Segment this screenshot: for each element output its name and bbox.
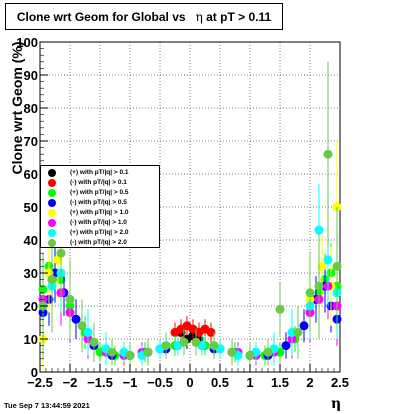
x-tick-label: 0 [186, 375, 193, 390]
data-point [275, 304, 285, 314]
legend-entry: (-) with pT/|q| > 0.1 [41, 178, 159, 188]
x-tick-label: 2.5 [331, 375, 349, 390]
data-point [107, 347, 117, 357]
data-point [191, 337, 201, 347]
legend-marker [48, 239, 56, 247]
data-point [65, 294, 75, 304]
legend-entry: (-) with pT/|q| > 2.0 [41, 238, 159, 248]
data-point [179, 337, 189, 347]
data-point [89, 337, 99, 347]
x-tick-label: −1 [123, 375, 138, 390]
legend-marker [48, 189, 56, 197]
data-point [323, 255, 333, 265]
legend-entry: (+) with pT/|q| > 0.1 [41, 168, 159, 178]
legend-label: (+) with pT/|q| > 2.0 [70, 229, 129, 236]
legend-marker [48, 219, 56, 227]
data-marks [38, 61, 342, 372]
y-tick-label: 50 [24, 200, 38, 215]
legend-entry: (+) with pT/|q| > 1.0 [41, 208, 159, 218]
data-point [305, 288, 315, 298]
legend-entry: (-) with pT/|q| > 0.5 [41, 198, 159, 208]
data-point [314, 281, 324, 291]
x-tick-label: 1.5 [271, 375, 289, 390]
legend-label: (-) with pT/|q| > 1.0 [70, 219, 127, 226]
data-point [206, 327, 216, 337]
y-tick-label: 40 [24, 233, 38, 248]
data-point [143, 347, 153, 357]
legend-label: (-) with pT/|q| > 0.5 [70, 199, 127, 206]
y-tick-label: 30 [24, 266, 38, 281]
y-tick-label: 60 [24, 167, 38, 182]
legend-entry: (+) with pT/|q| > 0.5 [41, 188, 159, 198]
legend-entry: (+) with pT/|q| > 2.0 [41, 228, 159, 238]
data-point [299, 321, 309, 331]
legend: (+) with pT/|q| > 0.1 (-) with pT/|q| > 0… [40, 165, 160, 248]
legend-marker [48, 169, 56, 177]
data-point [209, 341, 219, 351]
legend-label: (-) with pT/|q| > 2.0 [70, 239, 127, 246]
timestamp: Tue Sep 7 13:44:59 2021 [4, 401, 90, 410]
title-suffix: at pT > 0.11 [206, 10, 272, 24]
x-axis-title: η [331, 396, 342, 412]
y-tick-label: 10 [24, 332, 38, 347]
data-point [71, 314, 81, 324]
y-tick-label: 70 [24, 134, 38, 149]
title-symbol: η [195, 10, 203, 24]
legend-label: (-) with pT/|q| > 0.1 [70, 179, 127, 186]
y-tick-label: 0 [31, 365, 38, 380]
x-tick-label: −2.5 [27, 375, 53, 390]
axes: −2.5 −2 −1.5 −1 −0.5 0 0.5 1 1.5 2 2.5 0 10 20 30 40 50 6… [16, 35, 349, 390]
data-point [227, 347, 237, 357]
y-tick-label: 90 [24, 68, 38, 83]
x-tick-label: −2 [63, 375, 78, 390]
y-axis-title: Clone wrt Geom (%) [9, 41, 25, 175]
data-point [281, 341, 291, 351]
x-tick-label: 0.5 [211, 375, 229, 390]
x-tick-label: 2 [306, 375, 313, 390]
data-point [47, 275, 57, 285]
title-prefix: Clone wrt Geom for Global vs [16, 10, 186, 24]
data-point [77, 321, 87, 331]
y-tick-label: 20 [24, 299, 38, 314]
x-tick-label: 1 [246, 375, 253, 390]
y-tick-label: 100 [16, 35, 38, 50]
legend-label: (+) with pT/|q| > 1.0 [70, 209, 129, 216]
data-point [56, 248, 66, 258]
series-group [170, 315, 216, 343]
legend-marker [48, 179, 56, 187]
legend-label: (+) with pT/|q| > 0.5 [70, 189, 129, 196]
data-point [332, 261, 342, 271]
data-point [293, 327, 303, 337]
legend-marker [48, 229, 56, 237]
x-tick-label: −0.5 [147, 375, 173, 390]
legend-entry: (-) with pT/|q| > 1.0 [41, 218, 159, 228]
y-tick-label: 80 [24, 101, 38, 116]
chart-title: Clone wrt Geom for Global vs η at pT > 0… [6, 4, 282, 31]
data-point [83, 327, 93, 337]
data-point [323, 149, 333, 159]
data-point [161, 341, 171, 351]
data-point [263, 347, 273, 357]
data-point [317, 261, 327, 271]
title-box: Clone wrt Geom for Global vs η at pT > 0… [5, 3, 283, 30]
data-point [125, 351, 135, 360]
series-group [38, 61, 342, 369]
legend-label: (+) with pT/|q| > 0.1 [70, 169, 129, 176]
legend-marker [48, 199, 56, 207]
legend-marker [48, 209, 56, 217]
data-point [314, 225, 324, 235]
data-point [245, 351, 255, 360]
x-tick-label: −1.5 [87, 375, 113, 390]
